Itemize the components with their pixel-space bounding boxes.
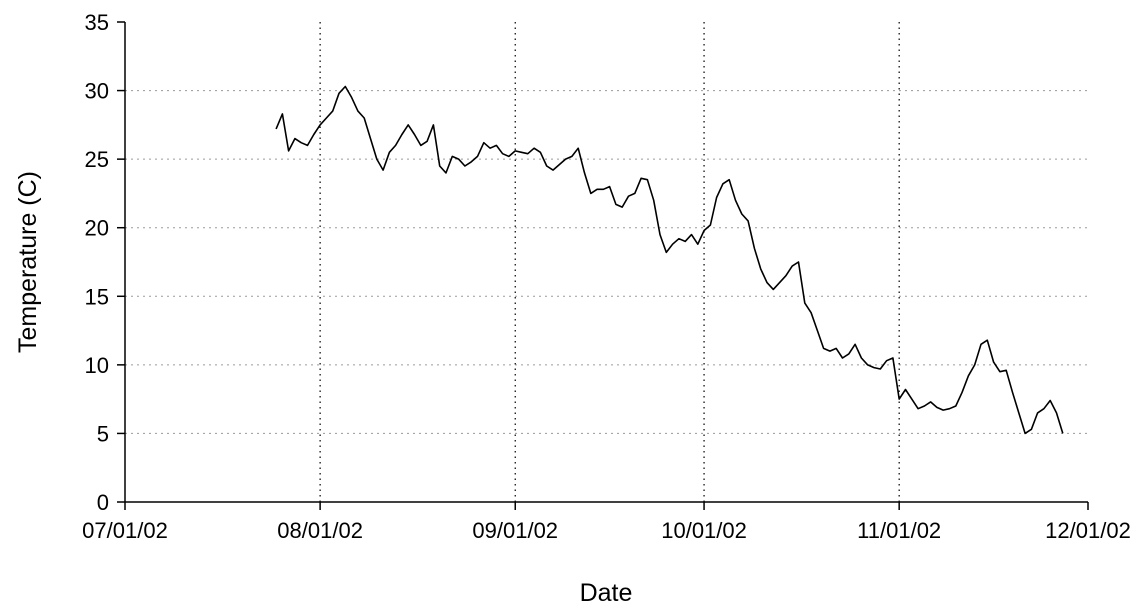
axes xyxy=(124,22,1088,503)
y-axis-title: Temperature (C) xyxy=(14,171,42,353)
x-tick-label: 07/01/02 xyxy=(82,518,168,543)
y-tick-label: 30 xyxy=(85,79,109,104)
x-tick-label: 10/01/02 xyxy=(661,518,747,543)
y-tick-label: 15 xyxy=(85,284,109,309)
y-tick-label: 35 xyxy=(85,10,109,35)
x-tick-label: 08/01/02 xyxy=(277,518,363,543)
grid-lines xyxy=(125,22,1088,502)
y-tick-label: 0 xyxy=(97,490,109,515)
y-tick-label: 20 xyxy=(85,216,109,241)
series-group xyxy=(275,85,1064,435)
x-tick-label: 12/01/02 xyxy=(1045,518,1131,543)
y-tick-label: 25 xyxy=(85,147,109,172)
x-tick-label: 11/01/02 xyxy=(857,518,941,543)
x-tick-label: 09/01/02 xyxy=(472,518,558,543)
x-axis-title: Date xyxy=(580,579,633,607)
y-ticks: 0 5 10 15 20 25 30 35 xyxy=(85,10,125,515)
y-tick-label: 5 xyxy=(97,421,109,446)
x-ticks: 07/01/02 08/01/02 09/01/02 10/01/02 11/01/02… xyxy=(82,502,1131,543)
y-tick-label: 10 xyxy=(85,353,109,378)
temperature-series-line xyxy=(275,85,1064,435)
